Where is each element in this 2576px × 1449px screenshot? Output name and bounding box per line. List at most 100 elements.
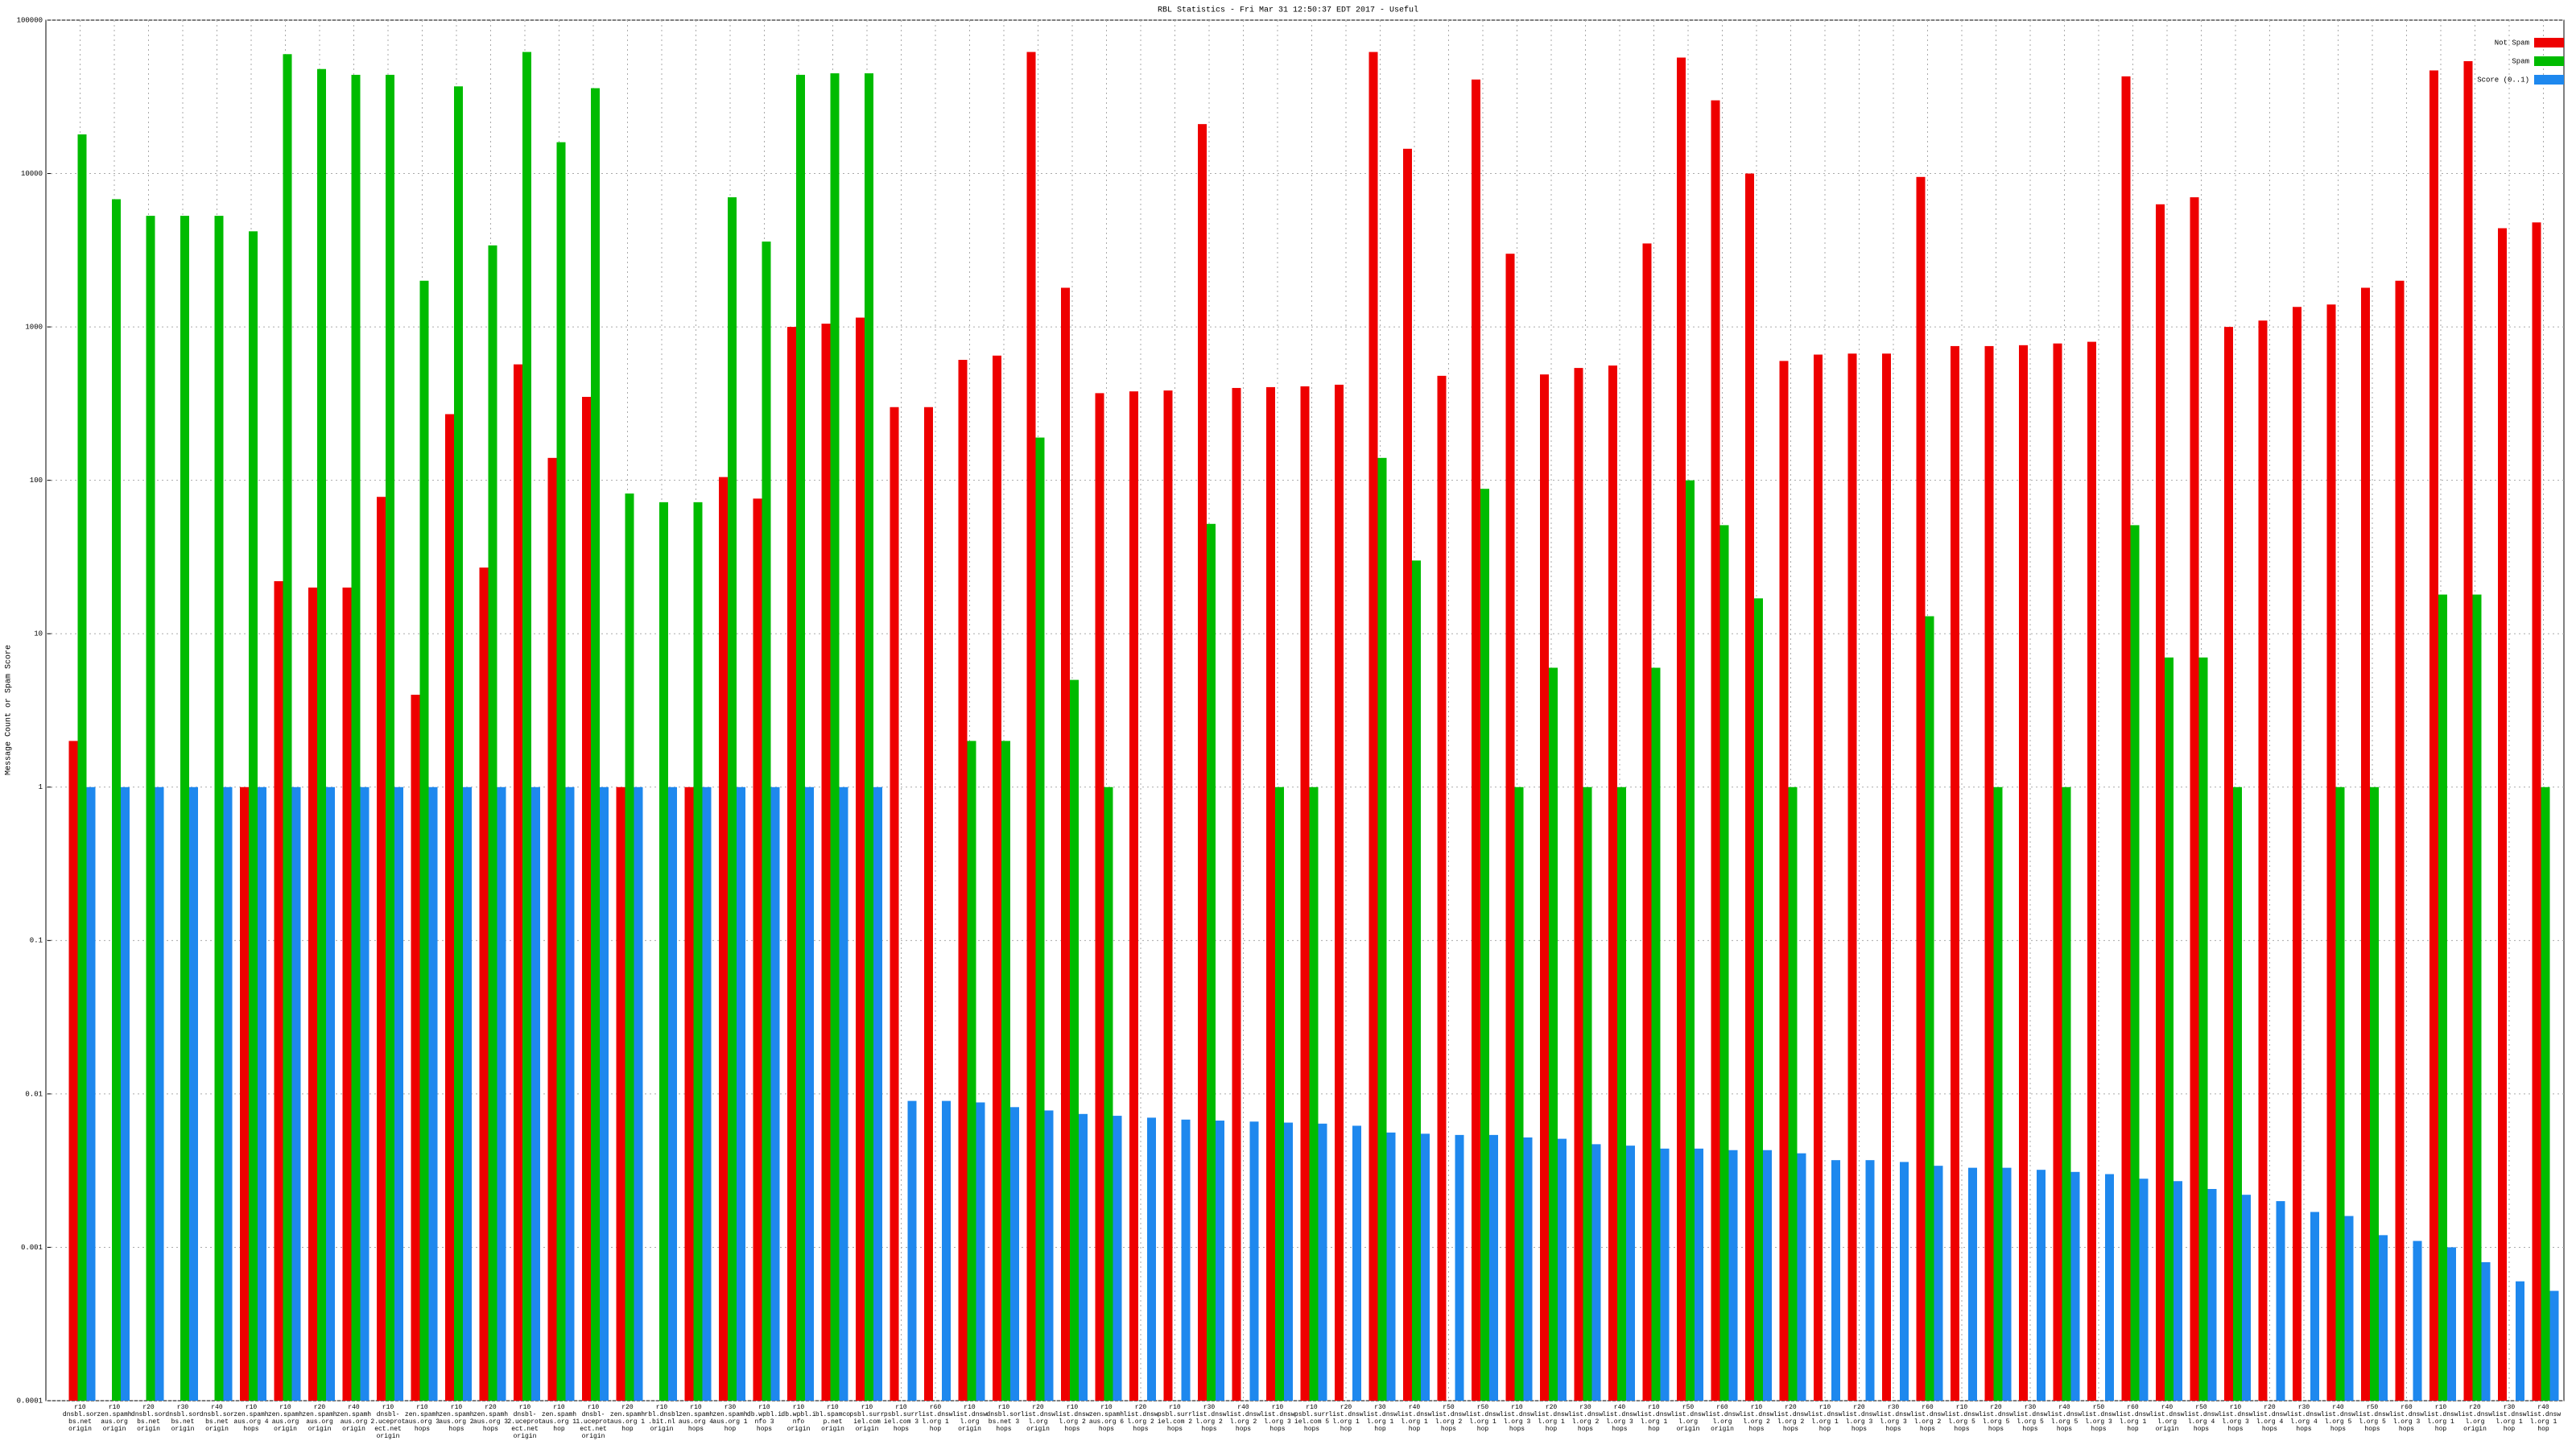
- bar: [1001, 741, 1010, 1401]
- bar: [2293, 307, 2301, 1402]
- x-tick-label: r20 zen.spamhaus.org origin: [302, 1404, 337, 1433]
- bar: [497, 786, 506, 1401]
- x-tick-label: r10 dnsbl-2.uceprotect.net origin: [507, 1404, 543, 1440]
- x-tick-label: r10 zen.spamhaus.org 4 hops: [233, 1404, 269, 1433]
- bar: [2087, 341, 2096, 1401]
- bar: [2481, 1261, 2491, 1401]
- x-tick-label: r50 list.dnswl.org 2 hops: [1430, 1404, 1467, 1433]
- legend-swatch: [2534, 38, 2564, 47]
- bar: [2344, 1216, 2354, 1401]
- bar: [1925, 616, 1934, 1401]
- bar: [1695, 1148, 1703, 1401]
- x-tick-label: r10 db.wpbl.info 3 hops: [746, 1404, 782, 1433]
- x-tick-label: r10 psbl.surriel.com 2 hops: [1157, 1404, 1193, 1433]
- bar: [1916, 176, 1926, 1402]
- bar: [2037, 1170, 2046, 1401]
- bar: [1900, 1162, 1909, 1401]
- bar: [1035, 437, 1045, 1402]
- bar: [1763, 1150, 1772, 1401]
- bar: [1352, 1125, 1361, 1401]
- bar: [2233, 786, 2242, 1401]
- x-tick-label: r40 list.dnswl.org 5 hops: [2046, 1404, 2083, 1433]
- bar: [2549, 1290, 2559, 1401]
- x-tick-label: r10 zen.spamhaus.org 1 hop: [541, 1404, 577, 1433]
- bar: [942, 1100, 951, 1401]
- bar: [2310, 1212, 2319, 1401]
- bar: [1079, 1113, 1088, 1401]
- bar: [2498, 228, 2507, 1402]
- bar: [737, 786, 745, 1401]
- x-tick-label: r50 list.dnswl.org 1 hop: [1465, 1404, 1501, 1433]
- bar: [360, 786, 369, 1401]
- bar: [214, 216, 224, 1401]
- bar: [223, 786, 233, 1401]
- x-tick-label: r40 list.dnswl.org 1 hop: [2525, 1404, 2562, 1433]
- bar: [702, 786, 712, 1401]
- bar: [86, 786, 96, 1401]
- x-tick-label: r50 list.dnswl.org 3 hops: [2081, 1404, 2116, 1433]
- bar: [1455, 1134, 1464, 1401]
- bar: [1728, 1150, 1738, 1401]
- bar: [121, 786, 130, 1401]
- x-tick-label: r10 dnsbl-1.uceprotect.net origin: [576, 1404, 611, 1440]
- x-tick-label: r10 dnsbl-2.uceprotect.net origin: [370, 1404, 406, 1440]
- y-tick-label: 100: [30, 477, 43, 485]
- bar: [2070, 1171, 2080, 1401]
- bar: [454, 86, 463, 1401]
- x-tick-label: r10 bl.spamcop.net origin: [815, 1404, 851, 1433]
- x-tick-label: r40 list.dnswl.org origin: [2149, 1404, 2185, 1433]
- x-tick-label: r60 list.dnswl.org 1 hop: [2115, 1404, 2151, 1433]
- bar: [1437, 375, 1447, 1402]
- bar: [146, 216, 155, 1401]
- bar: [1163, 390, 1173, 1401]
- x-tick-label: r20 list.dnswl.org origin: [2457, 1404, 2493, 1433]
- bar: [1523, 1137, 1533, 1401]
- bar: [2130, 525, 2140, 1401]
- bar: [1814, 354, 1823, 1401]
- bar: [719, 477, 728, 1401]
- bar: [522, 52, 531, 1401]
- bar: [2190, 197, 2199, 1401]
- legend-label: Not Spam: [2495, 39, 2529, 47]
- bar: [180, 216, 189, 1401]
- chart-title: RBL Statistics - Fri Mar 31 12:50:37 EDT…: [1158, 6, 1418, 15]
- bar: [684, 786, 694, 1401]
- bar: [1677, 57, 1686, 1401]
- bar: [1216, 1121, 1224, 1401]
- x-tick-label: r30 list.dnswl.org 3 hops: [1876, 1404, 1911, 1433]
- x-tick-label: r20 list.dnswl.org 1 hop: [1328, 1404, 1364, 1433]
- bar: [351, 74, 361, 1402]
- bar: [1266, 386, 1275, 1402]
- bar: [112, 199, 121, 1401]
- y-tick-label: 10: [34, 630, 43, 638]
- x-tick-label: r10 list.dnswl.org 2 hops: [1055, 1404, 1090, 1433]
- bar: [1061, 287, 1070, 1401]
- x-tick-label: r60 list.dnswl.org 3 hops: [2388, 1404, 2425, 1433]
- x-tick-label: r10 zen.spamhaus.org origin: [97, 1404, 132, 1433]
- legend-label: Spam: [2512, 57, 2529, 65]
- bar: [2105, 1174, 2114, 1401]
- bar: [1574, 368, 1583, 1401]
- x-tick-label: r10 psbl.surriel.com 3 hops: [883, 1404, 919, 1433]
- bar: [600, 786, 609, 1401]
- bar: [1386, 1132, 1396, 1401]
- bar: [2326, 304, 2336, 1401]
- bar: [1198, 124, 1207, 1401]
- bar: [2370, 786, 2379, 1401]
- bar: [1626, 1146, 1635, 1401]
- bar: [1412, 560, 1421, 1401]
- bar: [240, 786, 249, 1401]
- bar: [1865, 1160, 1875, 1401]
- bar: [1403, 148, 1412, 1401]
- x-tick-label: r30 list.dnswl.org 5 hops: [2013, 1404, 2048, 1433]
- bar: [890, 407, 899, 1402]
- bar: [68, 741, 78, 1401]
- bar: [1591, 1144, 1601, 1401]
- bar: [2472, 594, 2482, 1401]
- bar: [2062, 786, 2071, 1401]
- x-tick-label: r10 dnsbl.sorbs.net 3 hops: [986, 1404, 1022, 1433]
- bar: [1608, 365, 1617, 1402]
- bar: [2242, 1195, 2251, 1401]
